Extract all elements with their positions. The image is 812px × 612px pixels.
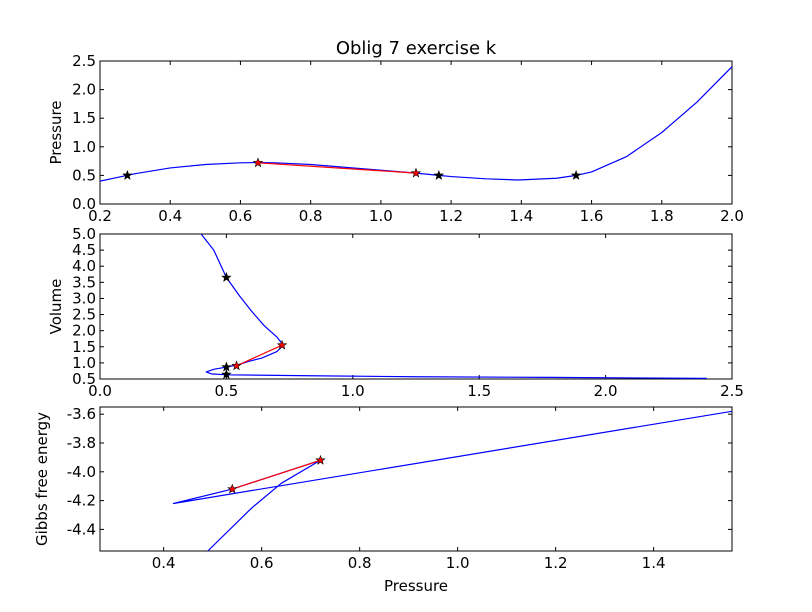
data-point-marker — [570, 169, 582, 180]
panel-gibbs: 0.4 0.6 0.8 1.0 1.2 1.4 -3.6 -3.8 -4.0 -4.2 -4.4 Gi… — [33, 405, 733, 595]
x-tick-label: 0.2 — [88, 207, 112, 225]
y-tick-label: 0.5 — [72, 370, 96, 388]
y-tick-label: 3.0 — [72, 289, 96, 307]
series-1 — [227, 454, 326, 494]
series-0 — [200, 234, 707, 379]
data-point-marker — [221, 369, 232, 379]
x-tick-label: 1.4 — [642, 554, 666, 572]
series-line — [236, 344, 283, 367]
y-tick-label: 3.5 — [72, 273, 96, 291]
plot-frame — [99, 60, 733, 205]
y-tick-label: -4.4 — [67, 520, 96, 538]
x-tick-label: 1.2 — [439, 207, 463, 225]
x-tick-label: 0.6 — [229, 207, 253, 225]
data-point-marker — [221, 361, 232, 372]
data-point-marker — [433, 169, 445, 180]
data-point-marker — [276, 339, 288, 350]
x-tick-label: 0.4 — [158, 207, 182, 225]
y-tick-label: 1.5 — [72, 338, 96, 356]
y-tick-label: 0.0 — [72, 195, 96, 213]
panel-volume: 0.0 0.5 1.0 1.5 2.0 2.50.51.01.52.02.53.03.54… — [47, 225, 744, 400]
data-point-marker — [227, 483, 238, 494]
y-tick-label: -3.8 — [67, 434, 96, 452]
data-point-marker — [122, 169, 133, 180]
x-tick-label: 1.2 — [544, 554, 568, 572]
figure-title: Oblig 7 exercise k — [336, 38, 497, 59]
x-tick-label: 1.0 — [369, 207, 393, 225]
y-axis-label: Pressure — [47, 100, 65, 164]
x-tick-label: 2.5 — [720, 382, 744, 400]
series-2 — [122, 169, 582, 180]
x-tick-label: 1.0 — [446, 554, 470, 572]
x-tick-label: 1.6 — [580, 207, 604, 225]
data-point-marker — [410, 167, 422, 178]
series-line — [232, 459, 321, 490]
x-tick-label: 0.5 — [214, 382, 238, 400]
y-tick-label: 2.0 — [72, 322, 96, 340]
x-tick-label: 1.0 — [341, 382, 365, 400]
y-axis-label: Volume — [47, 279, 65, 335]
series-0 — [100, 66, 732, 182]
x-tick-label: 0.8 — [348, 554, 372, 572]
y-tick-label: 1.0 — [72, 354, 96, 372]
plot-frame — [99, 233, 733, 380]
y-tick-label: 2.5 — [72, 306, 96, 324]
x-tick-label: 0.0 — [88, 382, 112, 400]
y-tick-label: 1.5 — [72, 109, 96, 127]
series-line — [257, 162, 417, 174]
y-tick-label: -3.6 — [67, 405, 96, 423]
x-tick-label: 0.8 — [299, 207, 323, 225]
series-1 — [252, 157, 422, 178]
y-tick-label: 2.5 — [72, 52, 96, 70]
x-tick-label: 1.4 — [509, 207, 533, 225]
data-point-marker — [231, 360, 242, 371]
y-axis-label: Gibbs free energy — [33, 412, 51, 546]
y-tick-label: -4.2 — [67, 492, 96, 510]
y-tick-label: 2.0 — [72, 81, 96, 99]
x-axis-label: Pressure — [384, 577, 448, 595]
y-tick-label: 4.5 — [72, 241, 96, 259]
x-tick-label: 2.0 — [720, 207, 744, 225]
series-2 — [221, 272, 232, 379]
data-point-marker — [315, 454, 326, 465]
data-point-marker — [221, 272, 232, 282]
x-tick-label: 0.4 — [152, 554, 176, 572]
x-tick-label: 2.0 — [594, 382, 618, 400]
y-tick-label: -4.0 — [67, 463, 96, 481]
x-tick-label: 1.8 — [650, 207, 674, 225]
series-1 — [231, 339, 288, 371]
series-line — [100, 66, 732, 182]
plot-frame — [99, 406, 733, 552]
x-tick-label: 1.5 — [467, 382, 491, 400]
y-tick-label: 0.5 — [72, 166, 96, 184]
series-line — [200, 234, 707, 379]
y-tick-label: 5.0 — [72, 225, 96, 243]
y-tick-label: 4.0 — [72, 257, 96, 275]
data-point-marker — [252, 157, 264, 168]
x-tick-label: 0.6 — [250, 554, 274, 572]
panel-pressure: 0.2 0.4 0.6 0.8 1.0 1.2 1.4 1.6 1.8 2.0 0.0 0.5 1.0 1… — [47, 52, 744, 225]
y-tick-label: 1.0 — [72, 138, 96, 156]
